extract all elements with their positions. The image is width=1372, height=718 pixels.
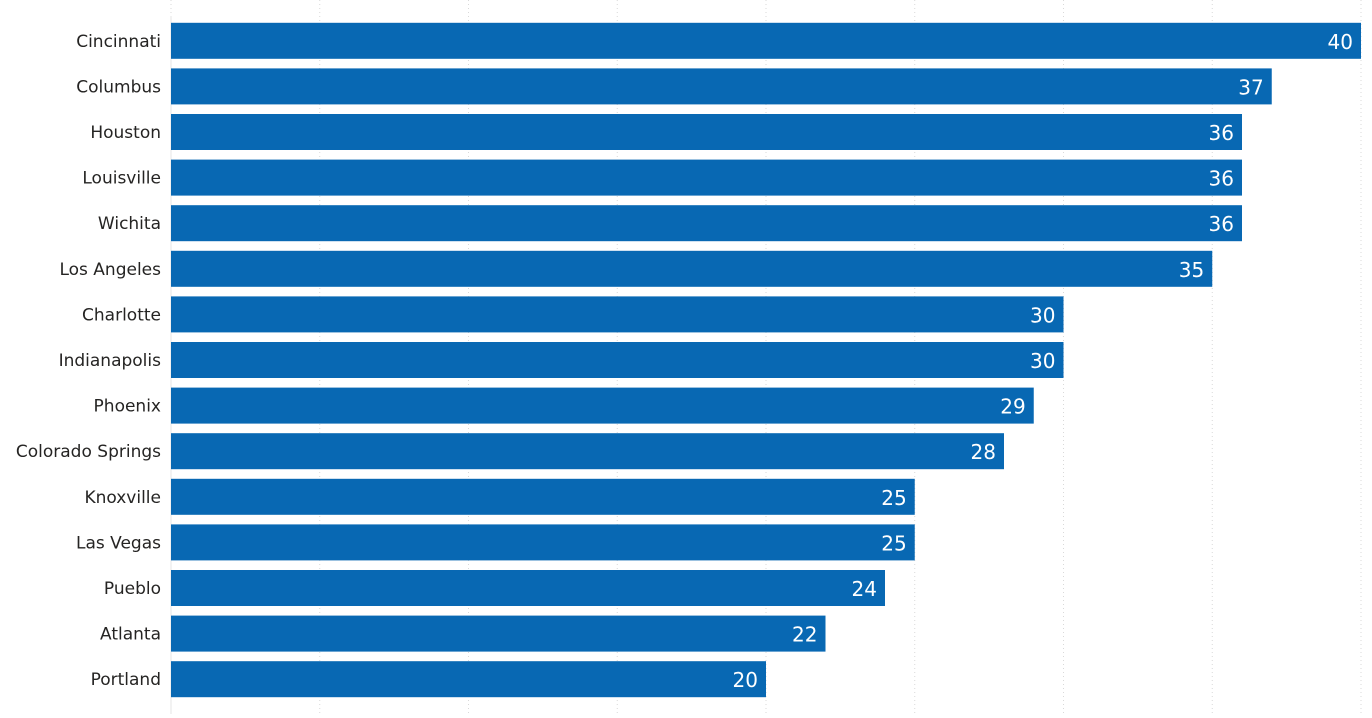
bar[interactable] [171,615,826,652]
category-label: Atlanta [100,625,161,645]
bars [171,22,1361,698]
bar[interactable] [171,342,1064,378]
bar[interactable] [171,661,766,698]
category-label: Cincinnati [76,32,161,52]
bar[interactable] [171,159,1242,196]
value-label: 28 [971,440,996,464]
category-label: Las Vegas [76,533,161,553]
bar[interactable] [171,114,1242,150]
category-label: Pueblo [104,579,161,599]
value-label: 36 [1209,212,1234,236]
bar[interactable] [171,433,1004,470]
bar[interactable] [171,205,1242,242]
value-label: 35 [1179,258,1204,282]
category-label: Portland [91,670,161,690]
category-label: Los Angeles [59,260,161,280]
value-label: 22 [792,623,817,647]
bar[interactable] [171,570,885,606]
value-label: 24 [852,577,877,601]
bar[interactable] [171,478,915,515]
category-label: Indianapolis [59,351,162,371]
value-label: 37 [1238,75,1263,99]
category-label: Columbus [76,77,161,97]
value-label: 36 [1209,121,1234,145]
value-label: 30 [1030,303,1055,327]
bar[interactable] [171,68,1272,105]
category-label: Knoxville [84,488,161,508]
category-label: Houston [90,123,161,143]
category-labels: Cincinnati Columbus Houston Louisville Wichi… [16,32,161,690]
bar[interactable] [171,22,1361,59]
bar[interactable] [171,296,1064,333]
value-label: 29 [1000,395,1025,419]
bar[interactable] [171,250,1213,287]
value-label: 25 [881,486,906,510]
value-label: 40 [1328,30,1353,54]
value-label: 36 [1209,167,1234,191]
category-label: Colorado Springs [16,442,161,462]
bar[interactable] [171,524,915,561]
value-label: 25 [881,531,906,555]
category-label: Louisville [82,169,161,189]
category-label: Phoenix [94,397,161,417]
category-label: Charlotte [82,305,161,325]
category-label: Wichita [98,214,161,234]
value-label: 30 [1030,349,1055,373]
bar[interactable] [171,387,1034,424]
value-label: 20 [733,668,758,692]
